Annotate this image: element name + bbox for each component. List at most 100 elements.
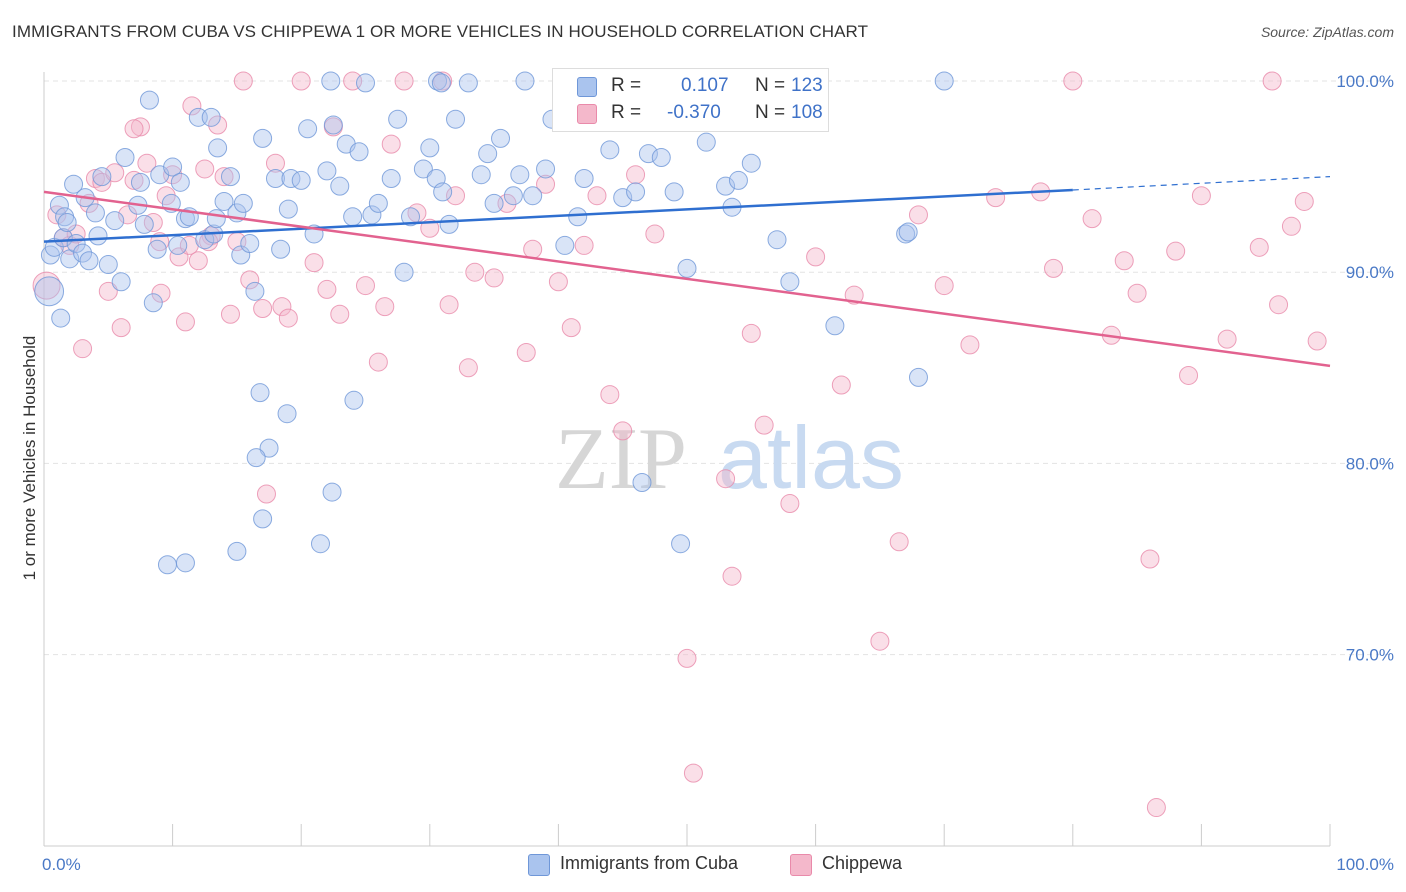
chippewa-point	[214, 167, 234, 187]
chippewa-point	[375, 297, 395, 317]
cuba-point	[310, 534, 330, 554]
chippewa-point	[330, 304, 350, 324]
cuba-point	[233, 193, 253, 213]
cuba-point	[362, 205, 382, 225]
cuba-point	[130, 172, 150, 192]
cuba-point	[671, 534, 691, 554]
cuba-point	[420, 138, 440, 158]
cuba-point	[523, 186, 543, 206]
chippewa-point	[92, 172, 112, 192]
chippewa-point	[118, 205, 138, 225]
chippewa-point	[561, 318, 581, 338]
cuba-point	[98, 255, 118, 275]
chippewa-point	[265, 153, 285, 173]
chippewa-point	[722, 566, 742, 586]
source-label: Source: ZipAtlas.com	[1260, 24, 1394, 40]
chippewa-point	[587, 186, 607, 206]
cuba-point	[175, 553, 195, 573]
cuba-point	[49, 195, 69, 215]
cuba-point	[214, 191, 234, 211]
chippewa-point	[291, 71, 311, 91]
chippewa-point	[220, 304, 240, 324]
legend-row-chippewa: R = -0.370 N = 108	[577, 100, 827, 126]
cuba-point	[908, 367, 928, 387]
cuba-point	[330, 176, 350, 196]
cuba-point	[626, 182, 646, 202]
legend-n-value: 123	[791, 75, 823, 96]
legend-r-value: 0.107	[681, 75, 729, 96]
cuba-point	[250, 383, 270, 403]
legend-r-label: R =	[611, 102, 642, 123]
cuba-point	[88, 226, 108, 246]
legend-n-label: N =	[755, 75, 786, 96]
cuba-point	[632, 473, 652, 493]
chippewa-point	[253, 299, 273, 319]
chippewa-point	[806, 247, 826, 267]
chippewa-point	[32, 271, 61, 300]
chippewa-point	[1262, 71, 1282, 91]
cuba-point	[767, 230, 787, 250]
cuba-point	[51, 308, 71, 328]
cuba-point	[227, 541, 247, 561]
cuba-point	[278, 199, 298, 219]
cuba-point	[201, 107, 221, 127]
cuba-point	[322, 482, 342, 502]
chippewa-point	[1166, 241, 1186, 261]
cuba-point	[600, 140, 620, 160]
chippewa-point	[516, 343, 536, 363]
legend-row-cuba: R = 0.107 N = 123	[577, 73, 827, 99]
chippewa-point	[1294, 191, 1314, 211]
cuba-point	[240, 234, 260, 254]
chippewa-point	[1063, 71, 1083, 91]
cuba-point	[265, 169, 285, 189]
chippewa-point	[523, 239, 543, 259]
cuba-point	[163, 157, 183, 177]
watermark-zip: ZIP	[555, 411, 687, 508]
chippewa-point	[574, 235, 594, 255]
chippewa-point	[381, 134, 401, 154]
tick-labels: 100.0% 90.0% 80.0% 70.0% 0.0% 100.0%	[42, 72, 1394, 874]
cuba-point	[431, 73, 451, 93]
cuba-point	[253, 128, 273, 148]
cuba-point	[574, 169, 594, 189]
x-tick-label: 100.0%	[1336, 855, 1394, 874]
chippewa-point	[278, 308, 298, 328]
axes	[43, 72, 1331, 847]
chippewa-point	[1179, 365, 1199, 385]
cuba-point	[491, 128, 511, 148]
y-tick-label: 100.0%	[1336, 72, 1394, 91]
cuba-point	[446, 109, 466, 129]
chippewa-point	[256, 484, 276, 504]
chippewa-point	[195, 159, 215, 179]
correlation-legend: R = 0.107 N = 123 R = -0.370 N = 108	[552, 68, 829, 132]
chippewa-point	[137, 153, 157, 173]
cuba-point	[484, 193, 504, 213]
chippewa-point	[484, 268, 504, 288]
trend-lines	[43, 176, 1331, 368]
chippewa-point	[1281, 216, 1301, 236]
cuba-point	[503, 186, 523, 206]
y-axis-title: 1 or more Vehicles in Household	[20, 336, 39, 581]
chippewa-point	[73, 339, 93, 359]
cuba-point	[323, 115, 343, 135]
cuba-point	[195, 230, 215, 250]
cuba-point	[147, 239, 167, 259]
x-tick-label: 0.0%	[42, 855, 81, 874]
chippewa-point	[124, 170, 144, 190]
cuba-point	[206, 209, 226, 229]
cuba-point	[898, 222, 918, 242]
chippewa-point	[446, 186, 466, 206]
legend-r-label: R =	[611, 75, 642, 96]
chippewa-point	[233, 71, 253, 91]
chippewa-point	[1140, 549, 1160, 569]
legend-label-chippewa: Chippewa	[822, 853, 903, 873]
cuba-point	[253, 509, 273, 529]
chippewa-point	[548, 272, 568, 292]
watermark: ZIP atlas	[555, 408, 904, 508]
chippewa-point	[368, 352, 388, 372]
chippewa-point	[908, 205, 928, 225]
cuba-point	[92, 167, 112, 187]
cuba-point	[34, 276, 65, 307]
cuba-trend-extension	[1072, 176, 1331, 191]
chippewa-point	[151, 283, 171, 303]
